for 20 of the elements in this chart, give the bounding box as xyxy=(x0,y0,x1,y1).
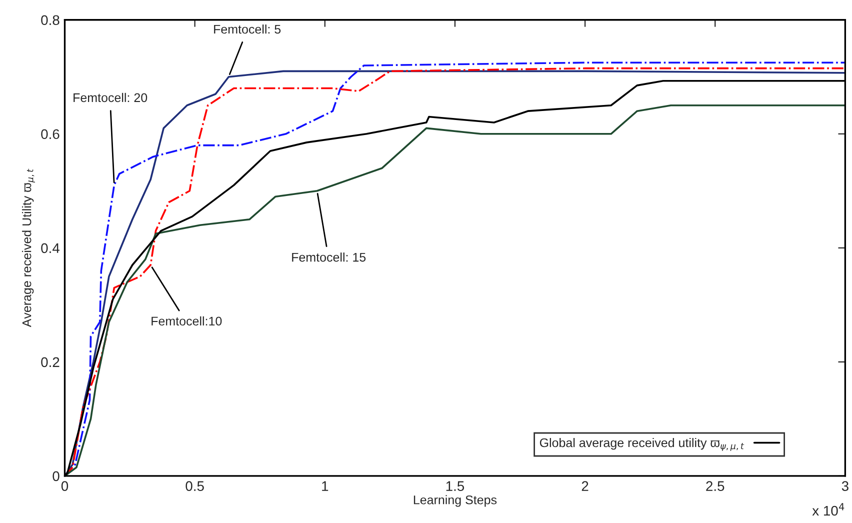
annotation: Femtocell: 5 xyxy=(214,24,281,34)
y-tick-label: 0.8 xyxy=(41,15,60,26)
x-tick-label: 0 xyxy=(61,481,68,491)
x-tick-label: 2.5 xyxy=(706,481,724,491)
text: x 10$^{4}$ xyxy=(812,503,844,516)
y-tick-label: 0.2 xyxy=(41,357,60,368)
annotation: Femtocell: 15 xyxy=(292,252,366,262)
annotation: Femtocell: 20 xyxy=(74,92,148,102)
y-tick-label: 0 xyxy=(52,471,60,482)
x-tick-label: 0.5 xyxy=(186,481,204,491)
legend-label: Global average received utility ϖ$_{ψ,μ,t}$ xyxy=(540,438,744,451)
annotation: Femtocell:10 xyxy=(152,316,222,326)
y-tick-label: 0.6 xyxy=(41,129,60,140)
x-tick-label: 3 xyxy=(842,481,848,491)
x-tick-label: 2 xyxy=(582,481,588,491)
x-tick-label: 1 xyxy=(322,481,328,491)
x-axis-title: Learning Steps xyxy=(414,495,497,507)
y-tick-label: 0.4 xyxy=(41,243,60,254)
y-axis-title: Average received Utility ϖ$_{μ,t}$ xyxy=(22,168,35,328)
x-tick-label: 1.5 xyxy=(446,481,464,491)
